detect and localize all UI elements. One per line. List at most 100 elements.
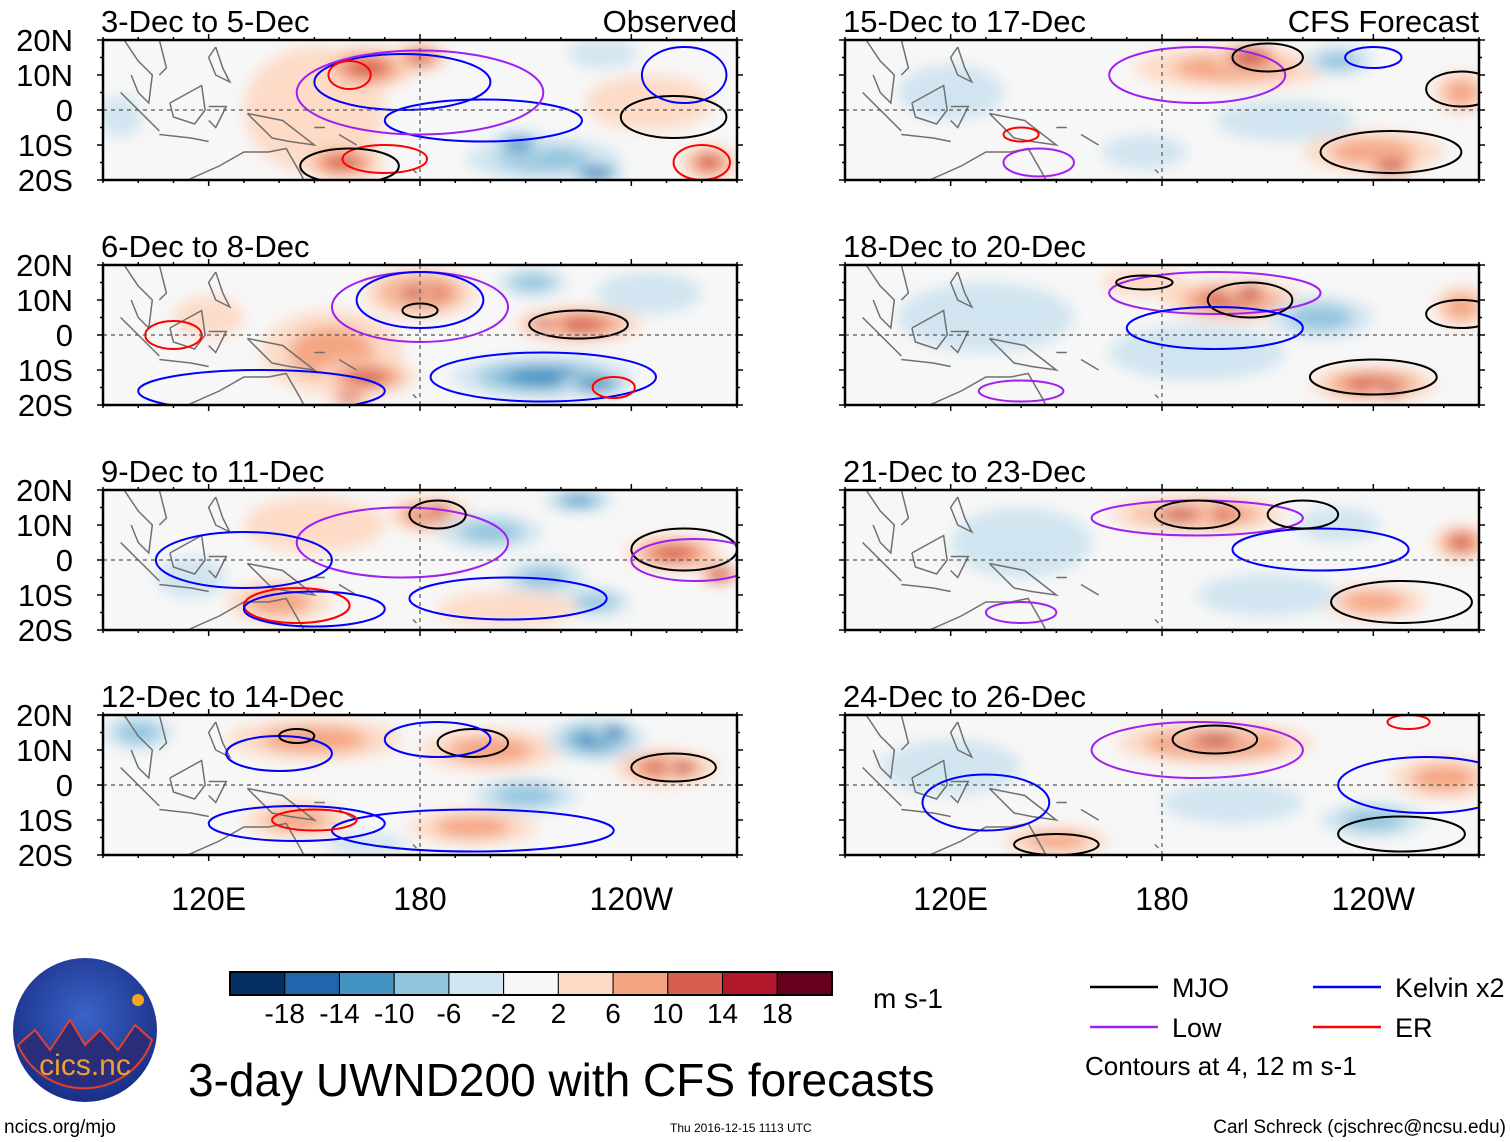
panel-title: 21-Dec to 23-Dec (843, 454, 1086, 489)
wind-anomaly-area (1241, 289, 1259, 297)
er-contour (242, 587, 351, 624)
legend-label: ER (1395, 1013, 1433, 1043)
coastline (865, 40, 896, 105)
panel-title: 24-Dec to 26-Dec (843, 679, 1086, 714)
mjo-contour (278, 728, 316, 744)
wind-anomaly-area (586, 169, 606, 177)
coastline (412, 618, 418, 624)
cics-logo: cics.nc (13, 958, 157, 1102)
legend-label: Low (1172, 1013, 1222, 1043)
coastline (338, 583, 357, 596)
coastline (158, 490, 168, 526)
kelvin-contour (1231, 527, 1410, 572)
coastlines (120, 715, 418, 855)
lat-label: 0 (56, 93, 73, 128)
lon-label: 180 (393, 881, 446, 917)
coastline (901, 808, 951, 818)
mjo-contour (401, 302, 439, 319)
low-contour (1108, 46, 1287, 104)
wind-anomaly-area (103, 96, 142, 138)
wind-anomaly-area (1197, 574, 1339, 616)
er-contour (1002, 126, 1040, 143)
figure-title: 3-day UWND200 with CFS forecasts (188, 1054, 934, 1106)
colorbar-tick-label: 14 (707, 998, 738, 1029)
colorbar-tick-label: 18 (762, 998, 793, 1029)
coastline (159, 133, 209, 143)
wind-anomaly-area (1162, 781, 1303, 824)
colorbar-swatch (229, 971, 286, 996)
coastlines (120, 40, 418, 180)
coastline (158, 265, 168, 301)
footer-url[interactable]: ncics.org/mjo (4, 1117, 116, 1138)
coastlines (862, 265, 1160, 405)
coastline (338, 133, 357, 146)
coastline (1154, 618, 1160, 624)
mjo-contour (1013, 833, 1100, 855)
wind-anomaly-area (1200, 736, 1229, 743)
er-contour (1386, 715, 1431, 730)
lat-label: 10S (18, 353, 73, 388)
colorbar-tick-label: 2 (551, 998, 567, 1029)
coastline (929, 147, 1047, 180)
er-contour (672, 144, 731, 180)
map-panel: 18-Dec to 20-Dec (839, 229, 1485, 411)
mjo-contour (630, 527, 737, 572)
lon-label: 120W (1332, 881, 1416, 917)
colorbar-swatch (667, 971, 724, 996)
coastline (911, 534, 948, 575)
low-contour (1090, 721, 1304, 779)
lat-label: 0 (56, 543, 73, 578)
coastline (159, 808, 209, 818)
coastline (862, 91, 902, 132)
coastline (207, 496, 232, 534)
coastline (169, 759, 206, 800)
kelvin-contour (1337, 756, 1479, 814)
coastline (169, 534, 206, 575)
coastline (901, 583, 951, 593)
coastlines (120, 265, 418, 405)
wind-anomaly-area (696, 155, 721, 170)
colorbar-swatch (393, 971, 450, 996)
coastline (950, 555, 970, 579)
coastline (929, 822, 1047, 855)
contour-legend: MJO Kelvin x2 Low ER Contours at 4, 12 m s-1 (1085, 973, 1505, 1081)
er-contour (591, 376, 636, 399)
wind-anomaly-area (1381, 162, 1401, 170)
lat-label: 0 (56, 318, 73, 353)
mjo-contour (1266, 499, 1340, 530)
coastline (865, 490, 896, 555)
map-panel: 15-Dec to 17-Dec CFS Forecast (839, 4, 1485, 186)
coastline (187, 147, 305, 180)
lat-label: 20N (16, 473, 73, 508)
wind-anomaly-area (458, 521, 523, 543)
colorbar-swatch (722, 971, 778, 996)
coastline (862, 766, 902, 807)
coastline (246, 112, 318, 147)
coastline (865, 715, 896, 780)
colorbar: -18 -14 -10 -6 -2 2 6 10 14 18 m s-1 (229, 971, 943, 1029)
kelvin-contour (137, 369, 386, 405)
lat-label: 20S (18, 838, 73, 873)
lat-label: 10S (18, 803, 73, 838)
column-header: CFS Forecast (1288, 4, 1480, 39)
low-contour (984, 601, 1058, 624)
wind-anomaly-area (506, 139, 531, 151)
lat-label: 0 (56, 768, 73, 803)
mjo-contour (1330, 580, 1473, 624)
coastlines (862, 715, 1160, 855)
coastline (120, 766, 160, 807)
coastline (900, 490, 910, 526)
coastline (901, 358, 951, 368)
coastlines (862, 40, 1160, 180)
wind-anomaly-area (1341, 809, 1406, 831)
mjo-contour (1171, 724, 1259, 755)
coastline (949, 496, 974, 534)
colorbar-swatch (503, 971, 559, 996)
wind-anomaly-area (1444, 79, 1479, 106)
lat-label: 20N (16, 248, 73, 283)
kelvin-contour (383, 721, 492, 758)
lon-label: 120E (171, 881, 246, 917)
coastline (123, 265, 154, 330)
mjo-contour (1308, 358, 1438, 396)
kelvin-contour (640, 46, 728, 104)
